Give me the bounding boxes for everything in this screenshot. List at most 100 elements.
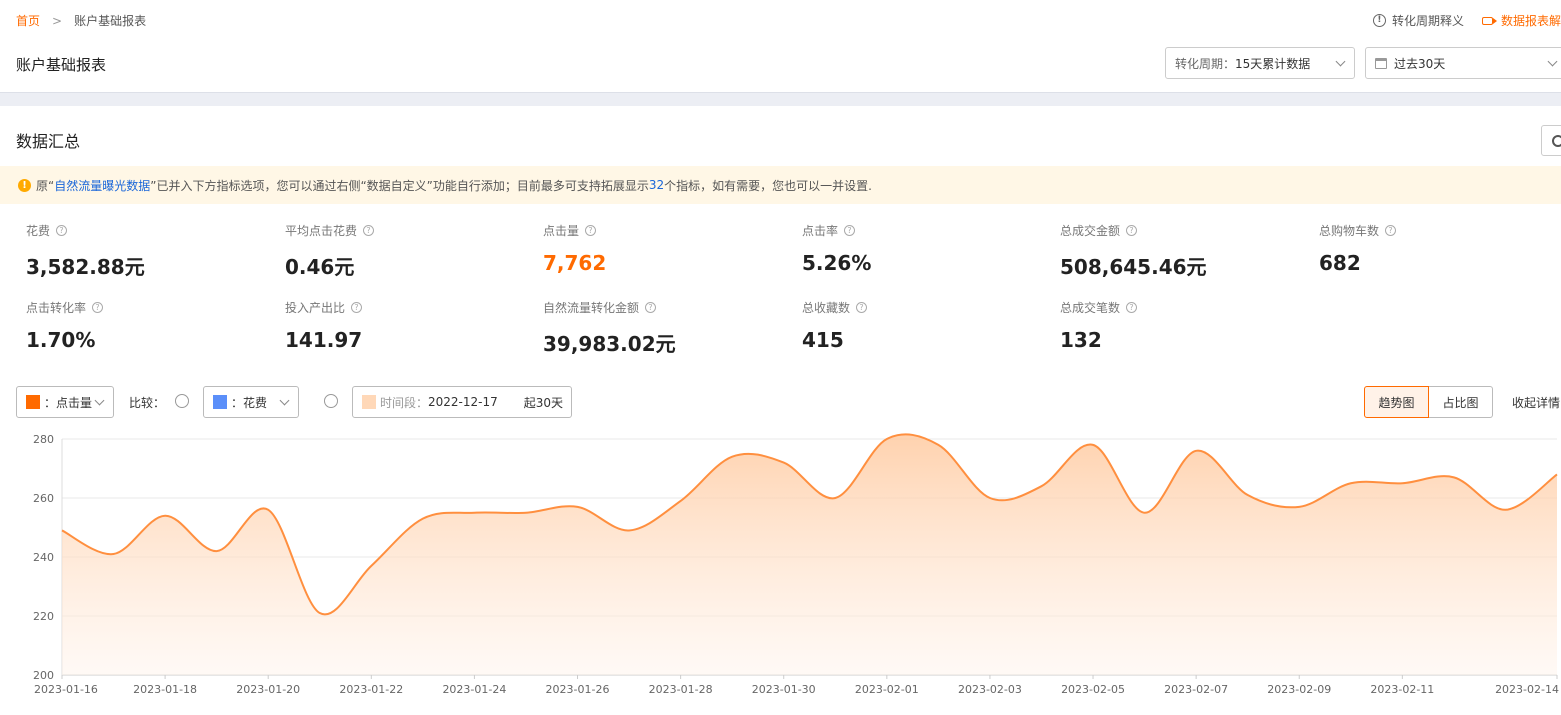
metric-label: 点击量 [543,224,580,238]
metric-label: 自然流量转化金额 [543,301,640,315]
metric-value: 508,645.46元 [1060,255,1207,279]
metric-label: 平均点击花费 [285,224,358,238]
x-tick-label: 2023-02-11 [1370,683,1434,696]
compare-label: 比较： [129,396,166,410]
metric-value: 132 [1060,328,1102,352]
notice-banner: ! 原“ 自然流量曝光数据 ”已并入下方指标选项，您可以通过右侧“数据自定义”功… [0,166,1561,204]
gear-icon [1552,135,1561,147]
metric1-select[interactable]: ：点击量 [16,386,114,418]
x-tick-label: 2023-02-03 [958,683,1022,696]
breadcrumb: 首页 > 账户基础报表 [16,12,146,29]
help-icon[interactable]: ? [56,225,68,236]
metric1-value: ：点击量 [44,395,93,410]
period-color-swatch [362,395,376,409]
metric-cost[interactable]: 花费? 3,582.88元 [26,222,145,280]
info-icon: ! [1372,14,1386,27]
help-icon[interactable]: ? [856,302,868,313]
area-fill [62,434,1557,675]
help-icon[interactable]: ? [844,225,856,236]
help-icon[interactable]: ? [363,225,375,236]
top-bar: 首页 > 账户基础报表 ! 转化周期释义 数据报表解 账户基础报表 转化周期： … [0,0,1561,92]
period-length: 起30天 [523,395,564,410]
x-tick-label: 2023-02-05 [1061,683,1125,696]
notice-suffix: 个指标，如有需要，您也可以一并设置. [664,178,872,193]
metric-conversion-rate[interactable]: 点击转化率? 1.70% [26,299,104,352]
breadcrumb-current: 账户基础报表 [74,14,147,28]
section-divider [0,92,1561,106]
x-tick-label: 2023-01-22 [339,683,403,696]
trend-chart-button[interactable]: 趋势图 [1364,386,1429,418]
page-title: 账户基础报表 [16,56,107,74]
conversion-period-label: 转化周期： [1175,56,1236,71]
help-icon[interactable]: ? [1126,302,1138,313]
metric-value: 7,762 [543,251,607,275]
metric2-select[interactable]: ：花费 [203,386,299,418]
metric-label: 花费 [26,224,51,238]
x-tick-label: 2023-01-30 [752,683,816,696]
metric-label: 总收藏数 [802,301,851,315]
metric-value: 415 [802,328,844,352]
compare-metric-radio[interactable] [175,394,189,408]
x-tick-label: 2023-02-09 [1267,683,1331,696]
conversion-help-label: 转化周期释义 [1391,14,1464,28]
metric-ctr[interactable]: 点击率? 5.26% [802,222,871,275]
chevron-down-icon [94,395,105,406]
y-tick-label: 280 [33,433,54,446]
series-line [61,433,1558,616]
period-date: 2022-12-17 [428,395,498,409]
y-tick-label: 220 [33,610,54,623]
calendar-icon [1375,57,1387,69]
metric-total-gmv[interactable]: 总成交金额? 508,645.46元 [1060,222,1207,280]
metric-label: 总成交金额 [1060,224,1121,238]
breadcrumb-separator: > [52,13,63,28]
metric-value: 39,983.02元 [543,332,676,356]
help-icon[interactable]: ? [585,225,597,236]
chevron-down-icon [1335,56,1346,67]
help-icon[interactable]: ? [351,302,363,313]
x-tick-label: 2023-01-20 [236,683,300,696]
conversion-period-value: 15天累计数据 [1235,56,1311,71]
help-icon[interactable]: ? [645,302,657,313]
notice-count: 32 [648,178,665,192]
period-select[interactable]: 时间段： 2022-12-17 起30天 [352,386,572,418]
report-video-link[interactable]: 数据报表解 [1481,12,1561,29]
x-tick-label: 2023-02-07 [1164,683,1228,696]
chevron-down-icon [1547,56,1558,67]
metric-organic-conversion-amount[interactable]: 自然流量转化金额? 39,983.02元 [543,299,676,357]
help-icon[interactable]: ? [1385,225,1397,236]
x-tick-label: 2023-01-28 [649,683,713,696]
period-label: 时间段： [380,395,429,410]
date-range-value: 过去30天 [1394,56,1446,71]
help-icon[interactable]: ? [1126,225,1138,236]
metric-value: 682 [1319,251,1361,275]
metric1-color-swatch [26,395,40,409]
help-icon[interactable]: ? [92,302,104,313]
x-tick-label: 2023-01-26 [546,683,610,696]
metric-avg-click-cost[interactable]: 平均点击花费? 0.46元 [285,222,375,280]
compare-period-radio[interactable] [324,394,338,408]
metric-cart-count[interactable]: 总购物车数? 682 [1319,222,1397,275]
x-tick-label: 2023-02-14 [1495,683,1559,696]
date-range-select[interactable]: 过去30天 [1365,47,1561,79]
conversion-help-link[interactable]: ! 转化周期释义 [1372,12,1464,29]
metric-label: 投入产出比 [285,301,346,315]
y-tick-label: 240 [33,551,54,564]
notice-highlight-link[interactable]: 自然流量曝光数据 [54,178,151,193]
metric-favorites[interactable]: 总收藏数? 415 [802,299,868,352]
metric-roi[interactable]: 投入产出比? 141.97 [285,299,362,352]
metric-value: 5.26% [802,251,872,275]
conversion-period-select[interactable]: 转化周期： 15天累计数据 [1165,47,1355,79]
trend-chart: 200 220 240 260 280 2023-01-16 2023-01-18 2023-… [33,433,1559,696]
share-chart-button[interactable]: 占比图 [1429,386,1493,418]
customize-data-button[interactable] [1541,125,1561,156]
metric2-color-swatch [213,395,227,409]
top-links: ! 转化周期释义 数据报表解 [1372,12,1561,29]
metric2-value: ：花费 [231,395,268,410]
collapse-details-link[interactable]: 收起详情 [1512,396,1561,410]
notice-middle: ”已并入下方指标选项，您可以通过右侧“数据自定义”功能自行添加；目前最多可支持拓… [150,178,649,193]
metric-clicks[interactable]: 点击量? 7,762 [543,222,606,275]
warning-icon: ! [18,178,31,192]
metric-orders[interactable]: 总成交笔数? 132 [1060,299,1138,352]
breadcrumb-home-link[interactable]: 首页 [16,14,41,28]
metric-value: 0.46元 [285,255,355,279]
